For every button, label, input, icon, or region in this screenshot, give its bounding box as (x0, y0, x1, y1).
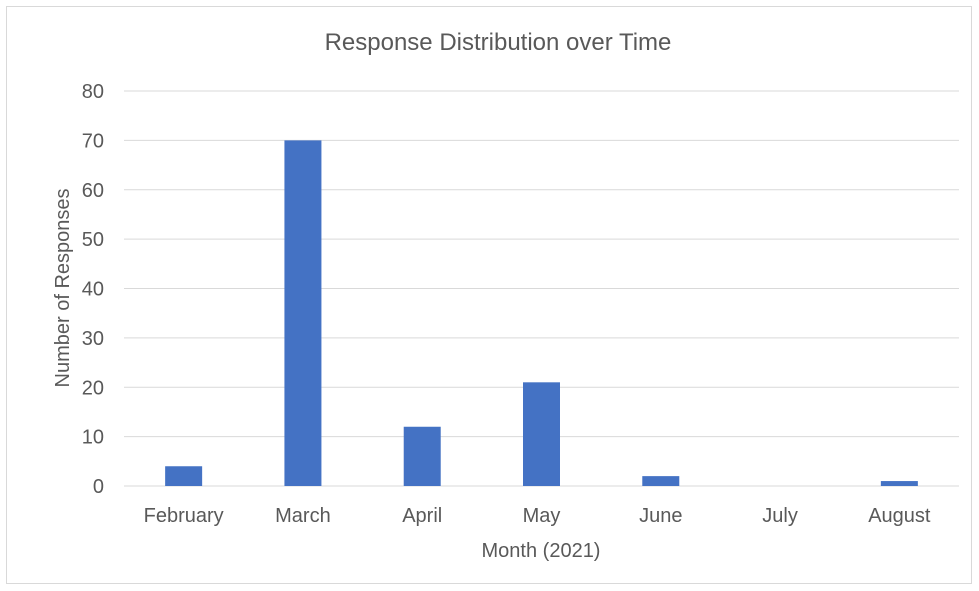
bar (642, 476, 680, 486)
chart-frame (6, 6, 972, 584)
x-tick-label: March (275, 505, 331, 527)
x-tick-label: February (144, 505, 224, 527)
bars (165, 140, 918, 486)
bar (523, 382, 560, 486)
bar (880, 481, 918, 486)
y-tick-labels: 0 10 20 30 40 50 60 70 80 (82, 81, 104, 498)
y-tick-label: 50 (82, 229, 104, 251)
y-tick-label: 30 (82, 328, 104, 350)
x-tick-labels: February March April May June July August (144, 505, 931, 527)
x-tick-label: May (523, 505, 561, 527)
x-tick-label: June (639, 505, 682, 527)
y-tick-label: 60 (82, 180, 104, 202)
x-axis-label: Month (2021) (482, 540, 601, 562)
y-tick-label: 10 (82, 427, 104, 449)
y-axis-label: Number of Responses (52, 189, 74, 388)
chart-title: Response Distribution over Time (325, 29, 672, 56)
bar (165, 466, 203, 486)
x-tick-label: July (762, 505, 798, 527)
bar (403, 426, 441, 486)
x-tick-label: August (868, 505, 931, 527)
y-tick-label: 20 (82, 377, 104, 399)
y-tick-label: 70 (82, 130, 104, 152)
x-tick-label: April (402, 505, 442, 527)
y-tick-label: 0 (93, 476, 104, 498)
bar (284, 140, 322, 486)
y-tick-label: 80 (82, 81, 104, 103)
gridlines (124, 90, 959, 487)
y-tick-label: 40 (82, 279, 104, 301)
